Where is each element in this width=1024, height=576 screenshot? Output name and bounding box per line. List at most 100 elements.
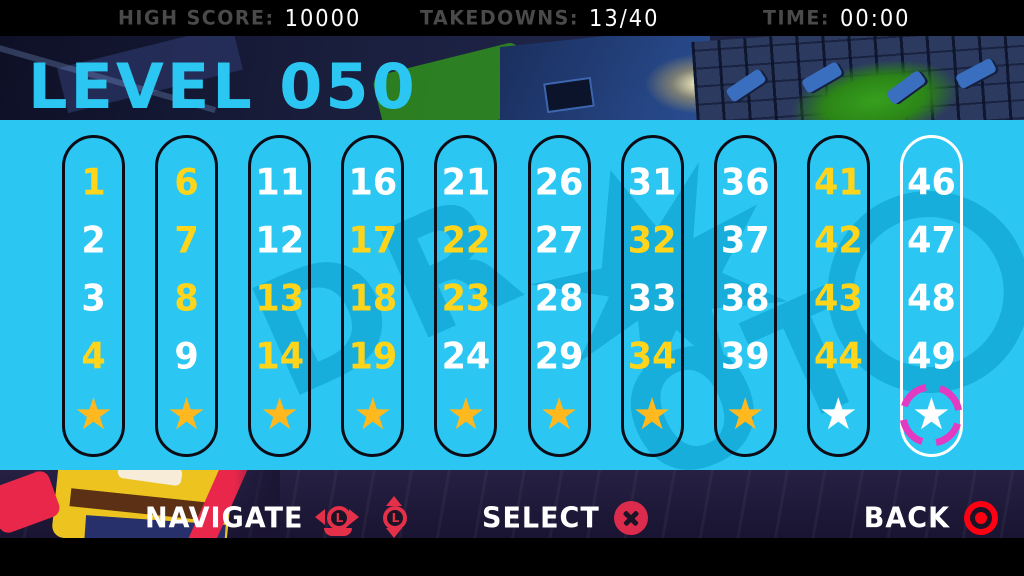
level-cell-32[interactable]: 32 <box>624 212 681 270</box>
level-cell-41[interactable]: 41 <box>810 154 867 212</box>
boss-level-cell[interactable]: ★ <box>899 383 963 447</box>
cross-button-icon[interactable] <box>613 501 648 535</box>
level-cell-33[interactable]: 33 <box>624 270 681 328</box>
boss-level-cell[interactable]: ★ <box>437 386 494 444</box>
level-cell-44[interactable]: 44 <box>810 328 867 386</box>
level-cell-16[interactable]: 16 <box>344 154 401 212</box>
select-hint: SELECT <box>482 498 648 538</box>
level-cell-2[interactable]: 2 <box>65 212 122 270</box>
boss-level-cell[interactable]: ★ <box>717 386 774 444</box>
level-number: 41 <box>814 161 863 204</box>
level-number: 44 <box>814 335 863 378</box>
level-cell-13[interactable]: 13 <box>251 270 308 328</box>
level-number: 47 <box>907 219 956 262</box>
level-cell-27[interactable]: 27 <box>531 212 588 270</box>
level-cell-19[interactable]: 19 <box>344 328 401 386</box>
high-score-label: HIGH SCORE: <box>118 6 275 30</box>
level-column-7[interactable]: 31 32 33 34 ★ <box>620 135 684 457</box>
level-cell-12[interactable]: 12 <box>251 212 308 270</box>
level-cell-21[interactable]: 21 <box>437 154 494 212</box>
level-number: 38 <box>720 277 770 320</box>
level-cell-42[interactable]: 42 <box>810 212 867 270</box>
level-cell-14[interactable]: 14 <box>251 328 308 386</box>
level-column-8[interactable]: 36 37 38 39 ★ <box>713 135 777 457</box>
level-grid-panel: DR OT 1 2 3 4 ★ 6 7 8 9 ★ 11 12 13 14 ★ 16 17 18 19 ★ 21 22 23… <box>0 120 1024 470</box>
level-cell-24[interactable]: 24 <box>437 328 494 386</box>
level-number: 33 <box>627 277 677 320</box>
level-number: 31 <box>627 161 677 204</box>
level-column-9[interactable]: 41 42 43 44 ★ <box>806 135 870 457</box>
level-cell-8[interactable]: 8 <box>158 270 215 328</box>
l-stick-horizontal-icon[interactable]: L <box>315 500 360 536</box>
l-stick-vertical-icon[interactable]: L <box>373 496 415 538</box>
level-cell-43[interactable]: 43 <box>810 270 867 328</box>
level-number: 4 <box>81 335 106 378</box>
boss-level-cell[interactable]: ★ <box>65 386 122 444</box>
level-cell-37[interactable]: 37 <box>717 212 774 270</box>
hud-time: TIME: 00:00 <box>763 0 911 36</box>
level-cell-11[interactable]: 11 <box>251 154 308 212</box>
level-number: 24 <box>441 335 491 378</box>
level-cell-1[interactable]: 1 <box>65 154 122 212</box>
level-column-1[interactable]: 1 2 3 4 ★ <box>62 135 125 457</box>
bottom-letterbox-bar <box>0 538 1024 576</box>
navigate-hint: NAVIGATE L L <box>145 496 415 538</box>
level-cell-38[interactable]: 38 <box>717 270 774 328</box>
level-cell-23[interactable]: 23 <box>437 270 494 328</box>
level-cell-36[interactable]: 36 <box>717 154 774 212</box>
level-cell-29[interactable]: 29 <box>531 328 588 386</box>
star-icon: ★ <box>539 389 579 440</box>
level-cell-46[interactable]: 46 <box>903 154 960 212</box>
level-cell-6[interactable]: 6 <box>158 154 215 212</box>
star-icon: ★ <box>446 389 486 440</box>
level-number: 23 <box>441 277 491 320</box>
level-number: 39 <box>720 335 770 378</box>
level-cell-26[interactable]: 26 <box>531 154 588 212</box>
boss-level-cell[interactable]: ★ <box>624 386 681 444</box>
level-cell-18[interactable]: 18 <box>344 270 401 328</box>
level-column-4[interactable]: 16 17 18 19 ★ <box>341 135 405 457</box>
level-cell-48[interactable]: 48 <box>903 270 960 328</box>
stick-center: L <box>383 506 408 530</box>
boss-level-cell[interactable]: ★ <box>810 386 867 444</box>
level-number: 16 <box>348 161 398 204</box>
level-cell-9[interactable]: 9 <box>158 328 215 386</box>
character-art <box>0 470 280 538</box>
level-cell-47[interactable]: 47 <box>903 212 960 270</box>
arrow-right-icon <box>349 509 360 525</box>
level-cell-31[interactable]: 31 <box>624 154 681 212</box>
level-cell-17[interactable]: 17 <box>344 212 401 270</box>
boss-level-cell[interactable]: ★ <box>158 386 215 444</box>
level-number: 48 <box>907 277 956 320</box>
star-icon: ★ <box>632 389 672 440</box>
level-column-2[interactable]: 6 7 8 9 ★ <box>155 135 219 457</box>
level-cell-3[interactable]: 3 <box>65 270 122 328</box>
level-column-5[interactable]: 21 22 23 24 ★ <box>434 135 498 457</box>
boss-level-cell[interactable]: ★ <box>251 386 308 444</box>
level-column-3[interactable]: 11 12 13 14 ★ <box>248 135 312 457</box>
back-hint: BACK <box>864 498 998 538</box>
level-column-6[interactable]: 26 27 28 29 ★ <box>527 135 591 457</box>
boss-level-cell[interactable]: ★ <box>344 386 401 444</box>
circle-button-icon[interactable] <box>964 501 998 535</box>
star-icon: ★ <box>259 389 300 440</box>
star-icon: ★ <box>73 389 114 440</box>
high-score-value: 10000 <box>284 4 362 32</box>
level-cell-28[interactable]: 28 <box>531 270 588 328</box>
level-number: 9 <box>174 335 199 378</box>
level-cell-49[interactable]: 49 <box>903 328 960 386</box>
level-column-10[interactable]: 46 47 48 49 ★ <box>899 135 963 457</box>
cursor-ring-icon <box>899 383 963 447</box>
level-cell-22[interactable]: 22 <box>437 212 494 270</box>
level-number: 18 <box>348 277 398 320</box>
boss-level-cell[interactable]: ★ <box>531 386 588 444</box>
navigate-label: NAVIGATE <box>145 501 304 535</box>
level-cell-39[interactable]: 39 <box>717 328 774 386</box>
level-number: 1 <box>81 161 106 204</box>
level-cell-7[interactable]: 7 <box>158 212 215 270</box>
character-fade-decor <box>235 470 280 538</box>
level-cell-4[interactable]: 4 <box>65 328 122 386</box>
star-icon: ★ <box>353 389 393 440</box>
level-cell-34[interactable]: 34 <box>624 328 681 386</box>
